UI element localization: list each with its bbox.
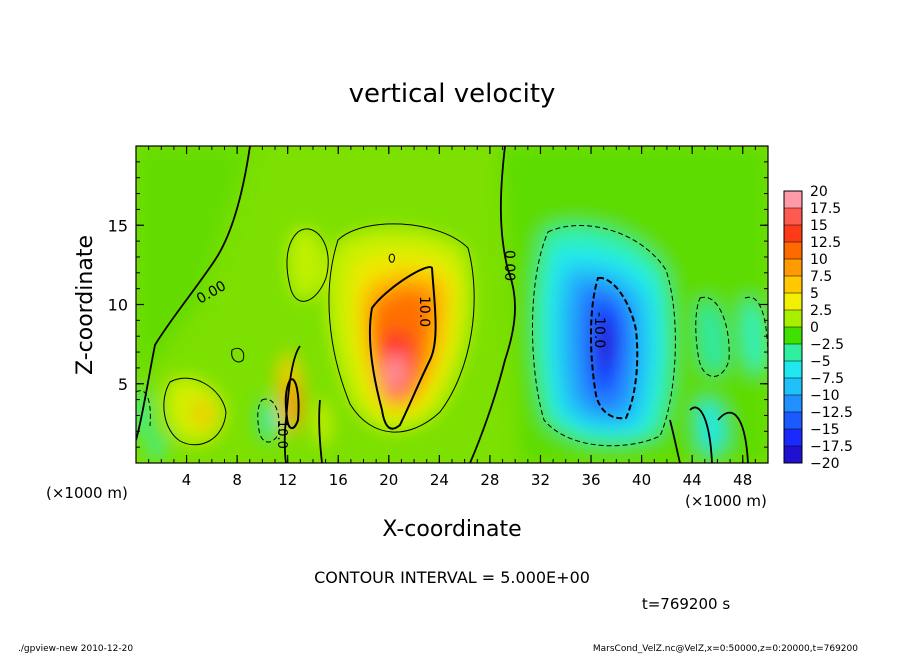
footer-left: ./gpview-new 2010-12-20 bbox=[18, 644, 133, 654]
colorbar-swatch bbox=[784, 242, 802, 260]
chart-title: vertical velocity bbox=[349, 79, 556, 109]
colorbar-swatch bbox=[784, 225, 802, 243]
x-tick-label: 16 bbox=[329, 471, 348, 489]
x-tick-label: 32 bbox=[531, 471, 550, 489]
contour-label: 0.00 bbox=[501, 250, 517, 281]
time-label: t=769200 s bbox=[642, 595, 730, 613]
contour-minus-ten bbox=[590, 276, 639, 420]
colorbar-label: 20 bbox=[810, 184, 828, 200]
x-tick-label: 48 bbox=[733, 471, 752, 489]
colorbar-label: −15 bbox=[810, 422, 840, 438]
contour-positive bbox=[163, 223, 475, 446]
contour-negative bbox=[136, 225, 768, 447]
colorbar-swatch bbox=[784, 310, 802, 328]
colorbar-swatch bbox=[784, 208, 802, 226]
colorbar: 2017.51512.5107.552.50−2.5−5−7.5−10−12.5… bbox=[783, 184, 853, 472]
y-axis-label: Z-coordinate bbox=[73, 235, 98, 375]
colorbar-label: 5 bbox=[810, 286, 819, 302]
plot-area: 0.00 0.00 10.0 10.0 -10.0 bbox=[136, 146, 768, 463]
colorbar-label: −17.5 bbox=[810, 439, 853, 455]
colorbar-swatch bbox=[784, 344, 802, 362]
colorbar-label: 15 bbox=[810, 218, 828, 234]
colorbar-label: −2.5 bbox=[810, 337, 844, 353]
colorbar-label: −12.5 bbox=[810, 405, 853, 421]
colorbar-swatch bbox=[784, 293, 802, 311]
colorbar-swatch bbox=[784, 327, 802, 345]
x-tick-label: 24 bbox=[430, 471, 449, 489]
contour-label: 10.0 bbox=[274, 420, 289, 449]
colorbar-label: 10 bbox=[810, 252, 828, 268]
contour-label: 10.0 bbox=[416, 296, 432, 327]
colorbar-swatch bbox=[784, 395, 802, 413]
colorbar-label: 7.5 bbox=[810, 269, 832, 285]
colorbar-swatch bbox=[784, 429, 802, 447]
x-tick-label: 36 bbox=[581, 471, 600, 489]
x-unit-right: (×1000 m) bbox=[685, 492, 767, 510]
footer-right: MarsCond_VelZ.nc@VelZ,x=0:50000,z=0:2000… bbox=[593, 644, 858, 654]
colorbar-label: 12.5 bbox=[810, 235, 841, 251]
x-tick-label: 8 bbox=[232, 471, 242, 489]
contour-label: -10.0 bbox=[591, 312, 607, 348]
colorbar-swatch bbox=[784, 412, 802, 430]
colorbar-swatch bbox=[784, 361, 802, 379]
x-tick-label: 20 bbox=[379, 471, 398, 489]
colorbar-swatch bbox=[784, 378, 802, 396]
contour-interval: CONTOUR INTERVAL = 5.000E+00 bbox=[314, 568, 590, 587]
colorbar-label: −20 bbox=[810, 456, 840, 472]
contour-ten bbox=[284, 266, 437, 430]
x-tick-label: 12 bbox=[278, 471, 297, 489]
colorbar-label: −7.5 bbox=[810, 371, 844, 387]
x-unit-left: (×1000 m) bbox=[46, 484, 128, 502]
colorbar-swatch bbox=[784, 259, 802, 277]
colorbar-label: 17.5 bbox=[810, 201, 841, 217]
x-tick-label: 4 bbox=[182, 471, 192, 489]
colorbar-swatch bbox=[784, 276, 802, 294]
y-tick-label: 15 bbox=[108, 216, 128, 235]
colorbar-label: −10 bbox=[810, 388, 840, 404]
colorbar-swatch bbox=[784, 446, 802, 464]
y-tick-label: 5 bbox=[118, 375, 128, 394]
colorbar-swatch bbox=[784, 191, 802, 209]
y-axis: 5 10 15 bbox=[108, 161, 768, 448]
colorbar-label: 0 bbox=[810, 320, 819, 336]
x-tick-label: 40 bbox=[632, 471, 651, 489]
contour-zero bbox=[136, 146, 749, 463]
x-axis-label: X-coordinate bbox=[382, 517, 521, 542]
colorbar-label: −5 bbox=[810, 354, 831, 370]
x-axis: 4 8 12 16 20 24 28 32 36 40 44 48 bbox=[148, 146, 756, 489]
x-tick-label: 44 bbox=[683, 471, 702, 489]
y-tick-label: 10 bbox=[108, 296, 128, 315]
colorbar-label: 2.5 bbox=[810, 303, 832, 319]
x-tick-label: 28 bbox=[480, 471, 499, 489]
